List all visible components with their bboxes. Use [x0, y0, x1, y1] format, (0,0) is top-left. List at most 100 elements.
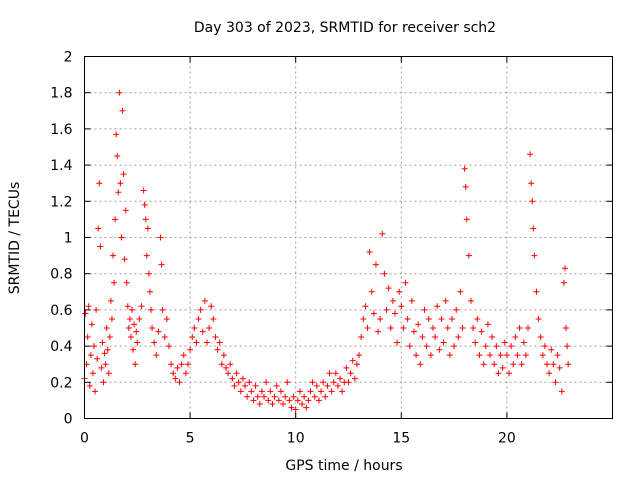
- data-point: [132, 361, 139, 368]
- data-point: [210, 315, 217, 322]
- data-point: [560, 279, 567, 286]
- data-point: [120, 171, 127, 178]
- data-point: [277, 388, 284, 395]
- data-point: [558, 388, 565, 395]
- data-point: [149, 325, 156, 331]
- data-point: [97, 243, 104, 250]
- data-point: [92, 388, 99, 395]
- data-point: [294, 397, 301, 404]
- data-point: [125, 325, 132, 331]
- data-point: [434, 303, 441, 310]
- data-point: [366, 248, 373, 255]
- data-point: [480, 361, 487, 368]
- data-point: [127, 334, 134, 341]
- data-point: [158, 261, 165, 268]
- y-tick-label: 1.8: [50, 86, 72, 102]
- data-point: [465, 252, 472, 259]
- data-point: [126, 315, 133, 322]
- data-point: [530, 225, 537, 232]
- data-point: [356, 352, 363, 359]
- data-point: [227, 361, 234, 368]
- y-tick-label: 1: [64, 231, 73, 247]
- data-point: [391, 310, 398, 317]
- data-point: [400, 325, 407, 331]
- data-point: [111, 279, 118, 286]
- data-point: [436, 346, 443, 353]
- data-point: [121, 256, 128, 263]
- data-point: [381, 270, 388, 277]
- grid: [84, 56, 613, 419]
- data-point: [296, 388, 303, 395]
- data-point: [406, 343, 413, 350]
- data-point: [563, 325, 570, 331]
- data-point: [273, 382, 280, 389]
- data-point: [332, 370, 339, 377]
- data-point: [112, 216, 119, 223]
- data-point: [201, 297, 208, 304]
- x-tick-label: 0: [80, 431, 89, 447]
- data-point: [165, 343, 172, 350]
- data-point: [229, 375, 236, 382]
- data-point: [87, 352, 94, 359]
- data-point: [118, 234, 125, 241]
- data-point: [463, 216, 470, 223]
- data-point: [476, 352, 483, 359]
- data-point: [379, 230, 386, 237]
- data-point: [360, 315, 367, 322]
- plot-frame: [84, 56, 613, 419]
- data-point: [478, 328, 485, 335]
- data-point: [537, 334, 544, 341]
- data-point: [98, 364, 105, 371]
- data-point: [239, 375, 246, 382]
- data-point: [106, 334, 113, 341]
- data-point: [518, 361, 525, 368]
- axis-ticks: 00.20.40.60.811.21.41.61.820 5 10 15 20: [50, 50, 613, 447]
- data-point: [203, 339, 210, 346]
- data-point: [163, 315, 170, 322]
- data-point: [493, 343, 500, 350]
- data-point: [491, 361, 498, 368]
- data-point: [148, 306, 155, 313]
- data-point: [470, 325, 477, 331]
- y-tick-label: 1.6: [50, 122, 72, 138]
- data-point: [101, 350, 108, 357]
- data-point: [220, 352, 227, 359]
- data-point: [138, 303, 145, 310]
- data-point: [444, 325, 451, 331]
- data-point: [552, 379, 559, 386]
- data-point: [451, 343, 458, 350]
- data-point: [529, 198, 536, 205]
- data-point: [541, 343, 548, 350]
- data-point: [402, 279, 409, 286]
- data-point: [429, 325, 436, 331]
- data-point: [155, 328, 162, 335]
- data-point: [345, 379, 352, 386]
- data-point: [482, 343, 489, 350]
- data-point: [143, 252, 150, 259]
- data-point: [282, 393, 289, 400]
- data-point: [94, 355, 101, 362]
- x-tick-label: 20: [498, 431, 516, 447]
- data-point: [565, 361, 572, 368]
- data-point: [225, 370, 232, 377]
- data-point: [343, 364, 350, 371]
- data-point: [214, 346, 221, 353]
- data-point: [394, 339, 401, 346]
- data-point: [299, 401, 306, 408]
- data-point: [548, 346, 555, 353]
- data-point: [142, 216, 149, 223]
- data-point: [427, 352, 434, 359]
- data-point: [218, 361, 225, 368]
- data-point: [528, 180, 535, 187]
- data-point: [141, 201, 148, 208]
- data-point: [174, 364, 181, 371]
- data-point: [89, 370, 96, 377]
- data-point: [84, 334, 91, 341]
- data-point: [134, 339, 141, 346]
- data-point: [522, 352, 529, 359]
- data-point: [85, 303, 92, 310]
- data-point: [102, 361, 109, 368]
- y-tick-label: 0.2: [50, 375, 72, 391]
- data-point: [96, 180, 103, 187]
- data-point: [301, 393, 308, 400]
